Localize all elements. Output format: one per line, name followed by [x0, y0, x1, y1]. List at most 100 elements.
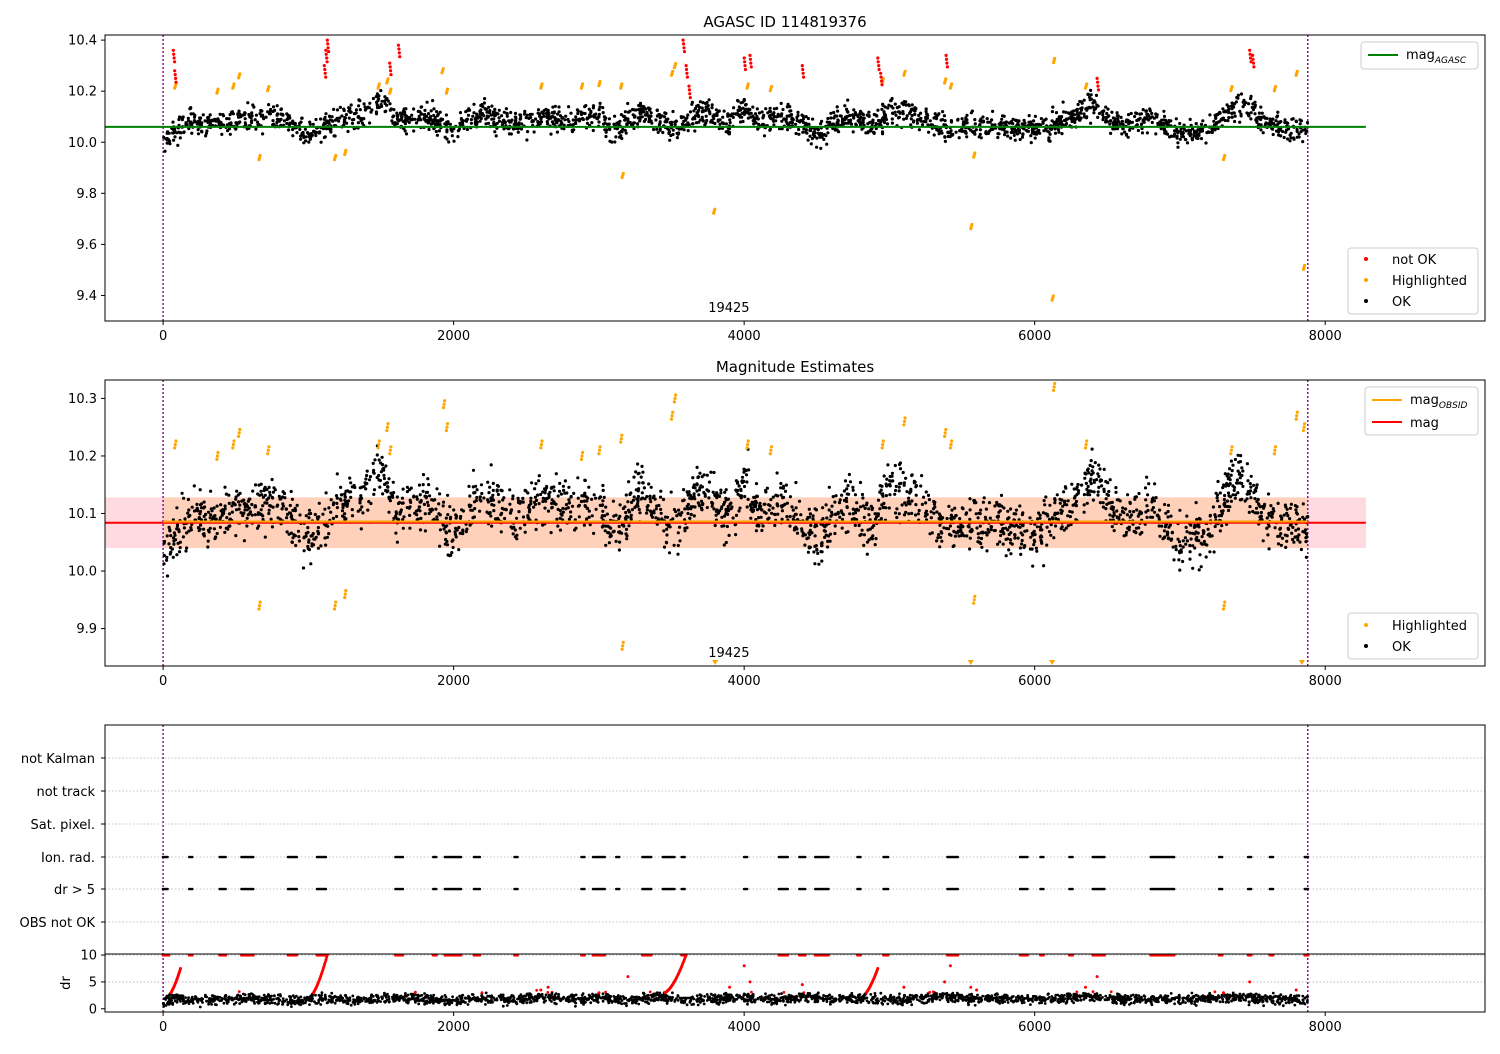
ok-point: [267, 103, 270, 106]
ok-point: [1068, 116, 1071, 119]
ok-point: [792, 515, 795, 518]
ok-point: [1047, 136, 1050, 139]
ok-point: [1208, 113, 1211, 116]
ok-point: [576, 108, 579, 111]
ok-point: [1013, 534, 1016, 537]
ok-point: [317, 526, 320, 529]
ok-point: [202, 528, 205, 531]
ok-point: [891, 117, 894, 120]
ok-point: [604, 529, 607, 532]
ok-point: [515, 517, 518, 520]
ok-point: [500, 530, 503, 533]
ok-point: [255, 114, 258, 117]
ok-point: [226, 528, 229, 531]
ok-point: [786, 105, 789, 108]
ok-point: [847, 122, 850, 125]
ok-point: [789, 109, 792, 112]
ok-point: [304, 128, 307, 131]
ok-point: [1028, 516, 1031, 519]
ok-point: [417, 118, 420, 121]
ok-point: [690, 513, 693, 516]
ok-point: [764, 490, 767, 493]
ok-point: [1172, 558, 1175, 561]
ok-point: [434, 508, 437, 511]
ok-point: [473, 515, 476, 518]
ok-point: [1032, 119, 1035, 122]
ok-point: [1304, 540, 1307, 543]
ok-point: [664, 112, 667, 115]
ok-point: [1035, 550, 1038, 553]
ok-point: [905, 490, 908, 493]
ok-point: [677, 509, 680, 512]
ok-point: [686, 122, 689, 125]
ok-point: [1023, 545, 1026, 548]
ok-point: [975, 526, 978, 529]
ok-point: [642, 105, 645, 108]
ok-point: [806, 518, 809, 521]
ok-point: [316, 517, 319, 520]
ok-point: [534, 482, 537, 485]
ok-point: [880, 489, 883, 492]
ok-point: [239, 492, 242, 495]
ok-point: [1178, 551, 1181, 554]
ok-point: [268, 509, 271, 512]
ok-point: [950, 514, 953, 517]
ok-point: [1231, 493, 1234, 496]
ok-point: [883, 113, 886, 116]
ok-point: [1229, 482, 1232, 485]
ok-point: [625, 534, 628, 537]
ok-point: [986, 533, 989, 536]
ok-point: [1294, 508, 1297, 511]
ok-point: [1293, 138, 1296, 141]
ok-point: [346, 130, 349, 133]
notok-point: [682, 42, 685, 45]
ok-point: [627, 480, 630, 483]
ok-point: [779, 486, 782, 489]
ok-point: [1289, 507, 1292, 510]
ok-point: [1046, 513, 1049, 516]
ok-point: [1002, 543, 1005, 546]
ok-point: [880, 485, 883, 488]
ok-point: [1009, 538, 1012, 541]
ok-point: [862, 121, 865, 124]
ok-point: [183, 526, 186, 529]
ok-point: [166, 534, 169, 537]
ok-point: [917, 512, 920, 515]
ok-point: [690, 497, 693, 500]
ok-point: [1264, 123, 1267, 126]
ok-point: [580, 494, 583, 497]
ok-point: [1053, 501, 1056, 504]
ok-point: [707, 496, 710, 499]
ok-point: [479, 108, 482, 111]
notok-point: [174, 81, 177, 84]
ok-point: [577, 497, 580, 500]
notok-point: [174, 77, 177, 80]
notok-point: [880, 83, 883, 86]
ok-point: [937, 112, 940, 115]
ok-point: [246, 517, 249, 520]
ok-point: [1139, 533, 1142, 536]
ok-point: [830, 505, 833, 508]
ok-point: [448, 505, 451, 508]
ok-point: [891, 122, 894, 125]
ok-point: [491, 494, 494, 497]
ok-point: [215, 518, 218, 521]
ok-point: [578, 504, 581, 507]
ok-point: [306, 131, 309, 134]
ok-point: [924, 120, 927, 123]
ok-point: [1268, 547, 1271, 550]
ok-point: [508, 132, 511, 135]
ok-point: [1046, 526, 1049, 529]
notok-point: [397, 47, 400, 50]
ok-point: [433, 498, 436, 501]
ok-point: [1242, 99, 1245, 102]
ok-point: [1003, 133, 1006, 136]
ok-point: [1305, 532, 1308, 535]
ok-point: [1066, 514, 1069, 517]
ok-point: [757, 123, 760, 126]
ok-point: [1272, 510, 1275, 513]
ok-point: [439, 528, 442, 531]
ok-point: [387, 477, 390, 480]
ok-point: [459, 111, 462, 114]
ok-point: [1120, 132, 1123, 135]
